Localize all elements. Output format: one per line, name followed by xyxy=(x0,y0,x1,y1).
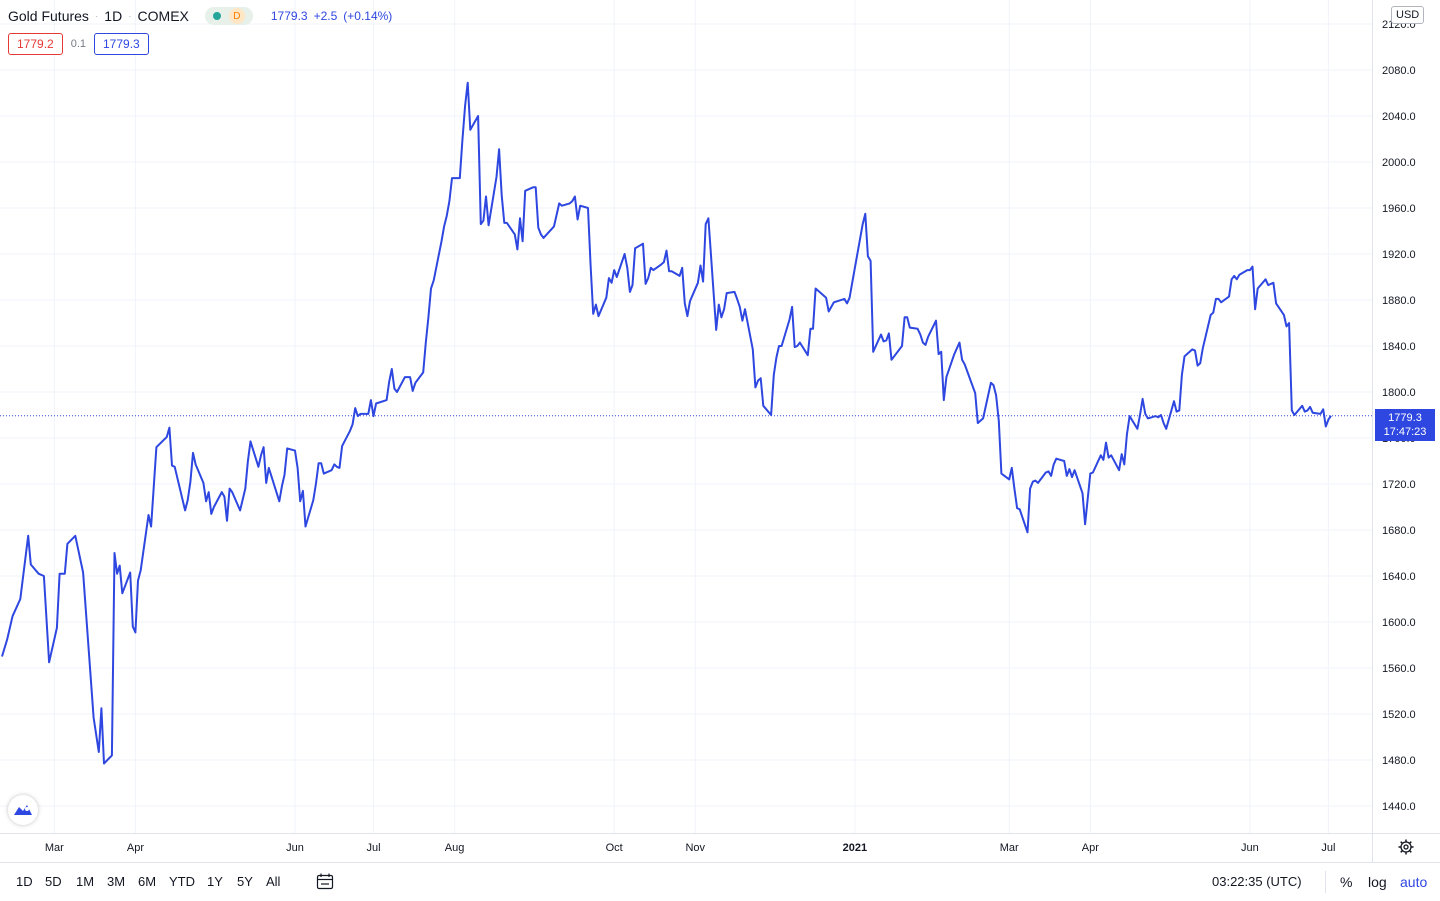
currency-button[interactable]: USD xyxy=(1391,6,1425,24)
gear-icon[interactable] xyxy=(1398,839,1414,855)
time-axis-tick-label: Mar xyxy=(45,842,64,854)
timeframe-5y[interactable]: 5Y xyxy=(237,874,253,889)
time-axis-tick-label: Jun xyxy=(1241,842,1259,854)
time-axis-tick-label: Jul xyxy=(1321,842,1335,854)
price-axis-tick-label: 1800.0 xyxy=(1382,387,1416,399)
time-axis-tick-label: Nov xyxy=(685,842,705,854)
price-axis-tick-label: 1640.0 xyxy=(1382,571,1416,583)
tradingview-logo-icon[interactable] xyxy=(8,795,38,825)
bottom-toolbar: 1D 5D 1M 3M 6M YTD 1Y 5Y All 03:22:35 (U… xyxy=(0,862,1440,901)
legend-separator: · xyxy=(94,10,99,22)
price-axis-tick-label: 1960.0 xyxy=(1382,203,1416,215)
timeframe-1y[interactable]: 1Y xyxy=(207,874,223,889)
price-axis-tick-label: 2000.0 xyxy=(1382,157,1416,169)
price-axis-tick-label: 1920.0 xyxy=(1382,249,1416,261)
timeframe-3m[interactable]: 3M xyxy=(107,874,126,889)
price-axis-tick-label: 1520.0 xyxy=(1382,709,1416,721)
price-axis-tick-label: 1880.0 xyxy=(1382,295,1416,307)
time-axis-labels[interactable]: Mar Apr Jun Jul Aug Oct Nov 2021 Mar Apr Jun Jul xyxy=(45,842,1336,854)
price-change-percent: (+0.14%) xyxy=(343,9,393,23)
timeframe-ytd[interactable]: YTD xyxy=(169,874,195,889)
price-axis-tick-label: 2080.0 xyxy=(1382,65,1416,77)
green-status-dot-icon xyxy=(212,12,221,20)
timeframe-1d[interactable]: 1D xyxy=(16,874,33,889)
legend-separator: · xyxy=(128,10,132,22)
price-axis-tick-label: 1440.0 xyxy=(1382,801,1416,813)
bid-price-box[interactable]: 1779.2 xyxy=(8,33,63,55)
market-status-pill[interactable]: D xyxy=(204,7,253,25)
time-axis-tick-label: Apr xyxy=(127,842,144,854)
percent-scale-toggle[interactable]: % xyxy=(1340,874,1353,890)
bar-countdown: 17:47:23 xyxy=(1383,426,1427,438)
price-axis-tick-label: 1680.0 xyxy=(1382,525,1416,537)
price-axis-tick-label: 1600.0 xyxy=(1382,617,1416,629)
chart-legend[interactable]: Gold Futures · 1D · COMEX D 1779.3 +2.5 … xyxy=(8,7,392,25)
ask-price-box[interactable]: 1779.3 xyxy=(94,33,149,55)
delay-badge: D xyxy=(228,8,245,24)
time-axis-tick-label: Oct xyxy=(606,842,623,854)
price-axis-tick-label: 1480.0 xyxy=(1382,755,1416,767)
time-axis-tick-label: Aug xyxy=(445,842,465,854)
spread-value: 0.1 xyxy=(70,38,86,50)
symbol-name[interactable]: Gold Futures xyxy=(8,8,89,24)
last-price-tag-value: 1779.3 xyxy=(1388,412,1422,424)
timeframe-6m[interactable]: 6M xyxy=(138,874,157,889)
auto-scale-toggle[interactable]: auto xyxy=(1400,874,1428,890)
price-change: +2.5 xyxy=(313,9,338,23)
bid-ask-row: 1779.2 0.1 1779.3 xyxy=(8,33,149,55)
timeframe-5d[interactable]: 5D xyxy=(45,874,62,889)
last-price-value: 1779.3 xyxy=(270,9,308,23)
exchange-label: COMEX xyxy=(137,8,189,24)
timeframe-1m[interactable]: 1M xyxy=(76,874,95,889)
log-scale-toggle[interactable]: log xyxy=(1368,874,1387,890)
price-axis-tick-label: 2040.0 xyxy=(1382,111,1416,123)
interval-label[interactable]: 1D xyxy=(104,8,123,24)
time-axis-tick-label: Apr xyxy=(1082,842,1099,854)
horizontal-gridlines xyxy=(0,23,1372,807)
time-axis-tick-label: Mar xyxy=(1000,842,1019,854)
price-axis-tick-label: 1720.0 xyxy=(1382,479,1416,491)
price-axis-labels[interactable]: 2120.02080.02040.02000.01960.01920.01880… xyxy=(1382,19,1416,813)
price-axis-tick-label: 1560.0 xyxy=(1382,663,1416,675)
last-price-tag: 1779.3 17:47:23 xyxy=(1375,409,1435,441)
utc-clock[interactable]: 03:22:35 (UTC) xyxy=(1212,874,1302,889)
time-axis-tick-label: Jun xyxy=(286,842,304,854)
price-series-line[interactable] xyxy=(1,81,1332,765)
timeframe-all[interactable]: All xyxy=(266,874,281,889)
price-chart[interactable]: 2120.02080.02040.02000.01960.01920.01880… xyxy=(0,0,1440,862)
time-axis-tick-label: Jul xyxy=(366,842,380,854)
price-axis-tick-label: 1840.0 xyxy=(1382,341,1416,353)
toolbar-divider xyxy=(1325,871,1326,893)
vertical-gridlines xyxy=(53,0,1329,833)
time-axis-tick-label: 2021 xyxy=(843,842,867,854)
calendar-range-icon[interactable] xyxy=(316,873,334,890)
